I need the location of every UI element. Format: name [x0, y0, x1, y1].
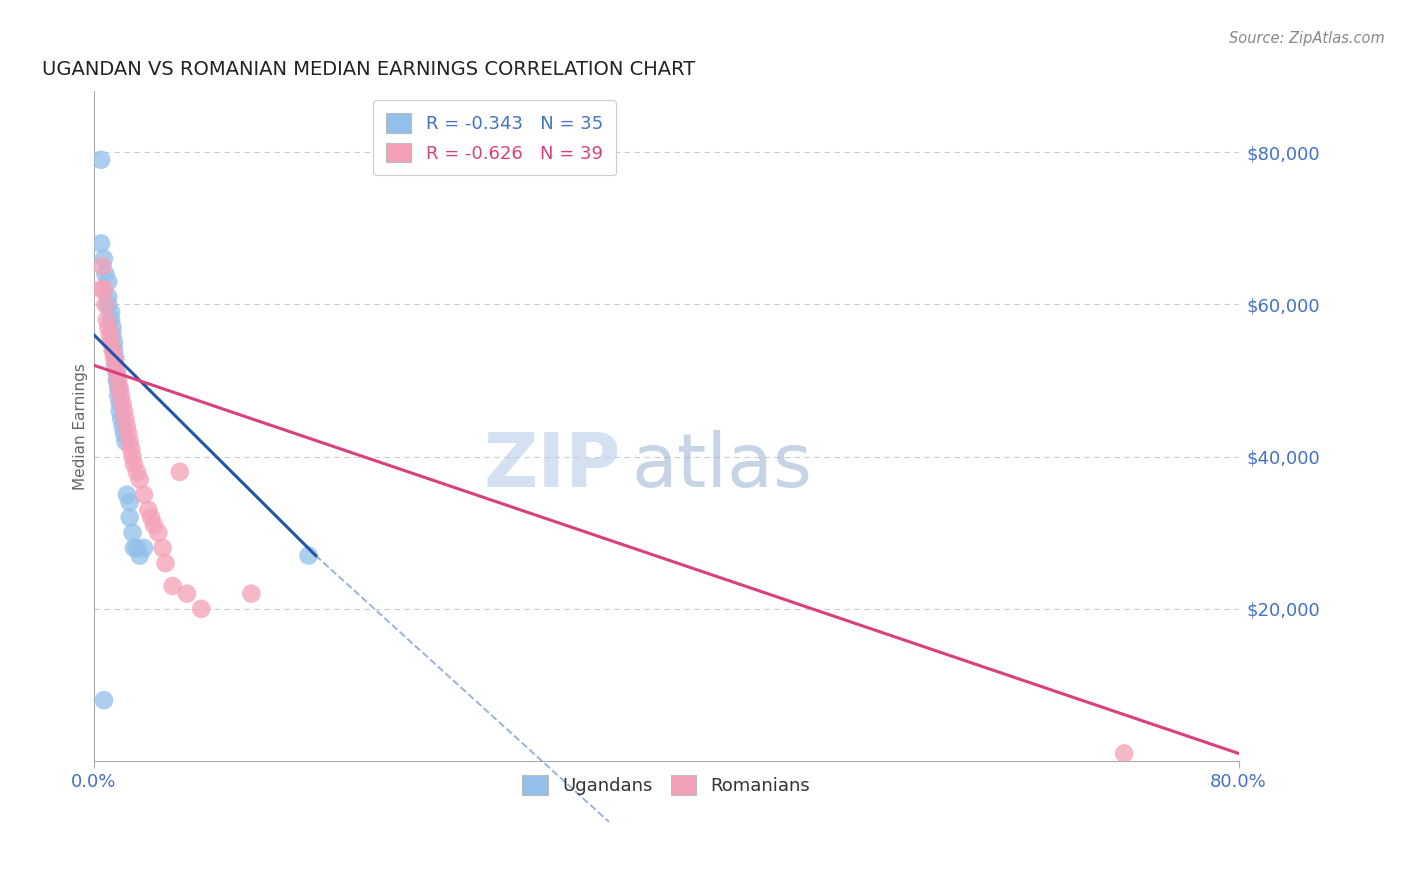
Legend: Ugandans, Romanians: Ugandans, Romanians: [515, 768, 817, 802]
Point: [100, 335, 122, 350]
Point: [90, 153, 112, 167]
Point: [190, 602, 212, 616]
Point: [132, 541, 155, 555]
Point: [125, 541, 148, 555]
Point: [110, 389, 132, 403]
Point: [118, 434, 141, 449]
Point: [96, 312, 118, 326]
Point: [162, 579, 184, 593]
Point: [1114, 747, 1136, 761]
Point: [141, 510, 163, 524]
Point: [98, 327, 121, 342]
Point: [90, 282, 112, 296]
Point: [104, 358, 127, 372]
Point: [110, 411, 132, 425]
Point: [107, 381, 129, 395]
Point: [104, 351, 127, 365]
Point: [97, 275, 120, 289]
Text: Source: ZipAtlas.com: Source: ZipAtlas.com: [1229, 31, 1385, 46]
Point: [297, 549, 319, 563]
Point: [94, 297, 117, 311]
Point: [120, 442, 142, 456]
Point: [97, 320, 120, 334]
Point: [117, 426, 139, 441]
Point: [101, 320, 124, 334]
Point: [148, 525, 170, 540]
Point: [111, 419, 134, 434]
Point: [122, 541, 145, 555]
Point: [112, 404, 135, 418]
Point: [155, 556, 177, 570]
Point: [114, 434, 136, 449]
Point: [128, 472, 150, 486]
Point: [93, 252, 115, 266]
Text: atlas: atlas: [631, 430, 813, 503]
Point: [143, 518, 166, 533]
Point: [118, 510, 141, 524]
Point: [115, 419, 138, 434]
Text: ZIP: ZIP: [484, 430, 620, 503]
Point: [108, 404, 131, 418]
Point: [136, 503, 159, 517]
Point: [93, 693, 115, 707]
Point: [128, 549, 150, 563]
Point: [125, 465, 148, 479]
Point: [176, 586, 198, 600]
Point: [93, 282, 115, 296]
Point: [94, 267, 117, 281]
Point: [152, 541, 174, 555]
Y-axis label: Median Earnings: Median Earnings: [73, 363, 89, 490]
Point: [107, 389, 129, 403]
Text: UGANDAN VS ROMANIAN MEDIAN EARNINGS CORRELATION CHART: UGANDAN VS ROMANIAN MEDIAN EARNINGS CORR…: [42, 60, 696, 78]
Point: [118, 495, 141, 509]
Point: [122, 457, 145, 471]
Point: [169, 465, 191, 479]
Point: [90, 236, 112, 251]
Point: [105, 374, 128, 388]
Point: [103, 351, 125, 365]
Point: [103, 343, 125, 357]
Point: [101, 343, 124, 357]
Point: [91, 260, 114, 274]
Point: [100, 312, 122, 326]
Point: [114, 411, 136, 425]
Point: [97, 297, 120, 311]
Point: [121, 525, 143, 540]
Point: [115, 488, 138, 502]
Point: [101, 327, 124, 342]
Point: [107, 374, 129, 388]
Point: [104, 358, 127, 372]
Point: [112, 426, 135, 441]
Point: [108, 381, 131, 395]
Point: [103, 335, 125, 350]
Point: [105, 366, 128, 380]
Point: [108, 396, 131, 410]
Point: [121, 450, 143, 464]
Point: [132, 488, 155, 502]
Point: [97, 290, 120, 304]
Point: [105, 366, 128, 380]
Point: [111, 396, 134, 410]
Point: [240, 586, 263, 600]
Point: [100, 305, 122, 319]
